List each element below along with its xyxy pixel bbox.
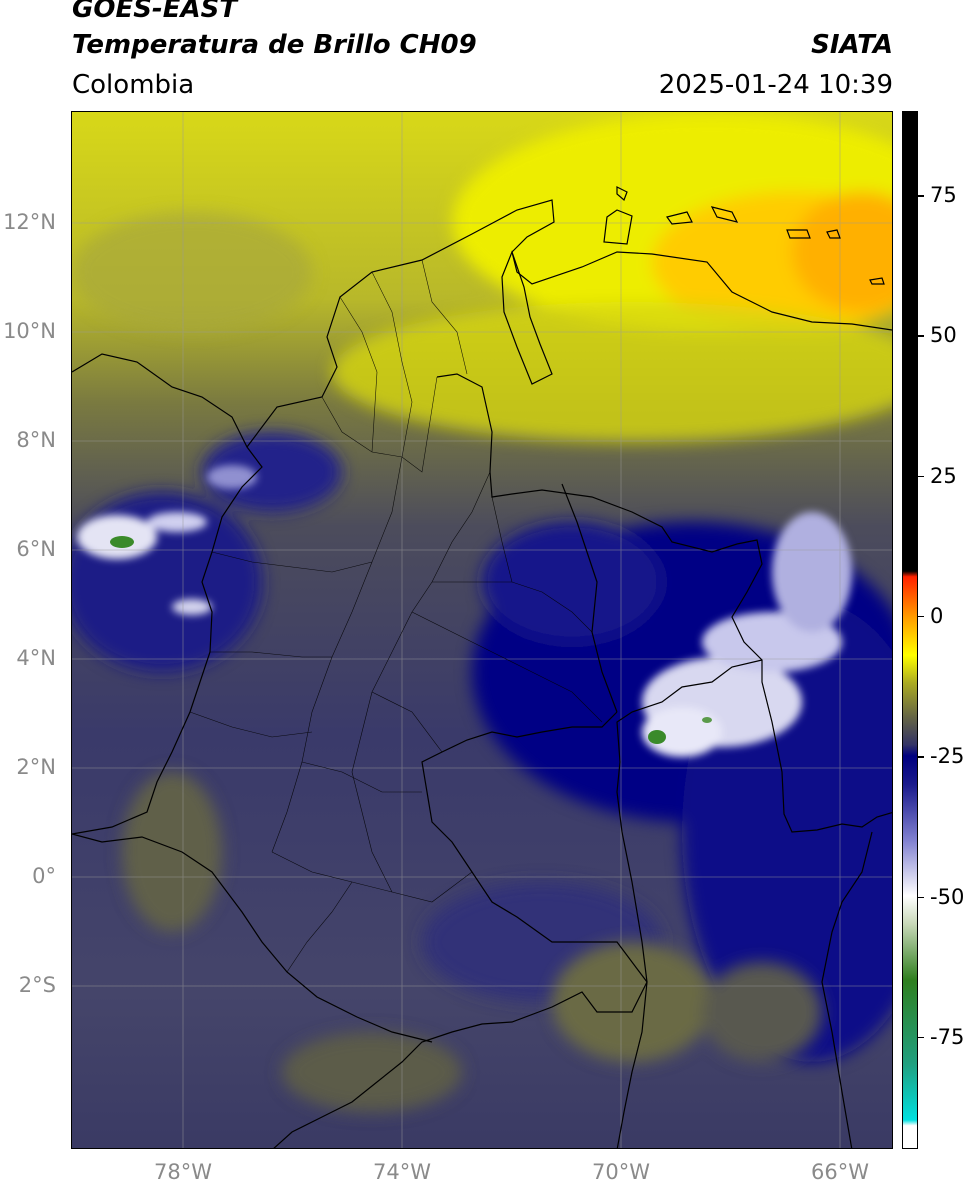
satellite-title: GOES-EAST [72,0,238,24]
colorbar-tick [918,1036,924,1039]
graticule [72,112,892,1148]
region-label: Colombia [72,70,195,100]
warm-dry-zone [72,112,892,442]
colorbar-tick-label: 25 [930,463,957,488]
colorbar-tick [918,615,924,618]
lat-label-8n: 8°N [16,428,56,452]
colorbar-tick [918,195,924,197]
lat-label-10n: 10°N [3,319,56,343]
cold-core-west [110,536,134,548]
islands [616,186,885,285]
colorbar-tick [918,475,924,478]
lat-label-6n: 6°N [16,537,56,561]
country-borders [72,199,892,1148]
colorbar-tick [918,335,924,337]
colorbar-tick-label: 75 [930,183,957,208]
colorbar-tick-label: -25 [930,744,965,769]
lon-label-66w: 66°W [811,1160,869,1184]
department-borders [189,259,603,973]
lon-label-74w: 74°W [373,1160,431,1184]
datetime-label: 2025-01-24 10:39 [658,70,893,100]
satellite-map[interactable] [71,111,893,1149]
product-title: Temperatura de Brillo CH09 [72,30,477,60]
lat-label-0: 0° [32,864,56,888]
colorbar [902,111,918,1149]
lon-label-70w: 70°W [592,1160,650,1184]
colorbar-tick [918,896,924,898]
lon-label-78w: 78°W [154,1160,212,1184]
lat-label-12n: 12°N [3,210,56,234]
colorbar-tick-label: 50 [930,323,957,348]
agency-label: SIATA [811,30,893,60]
lat-label-2s: 2°S [18,973,56,997]
colorbar-tick [918,756,924,758]
cold-core-east-2 [702,717,712,723]
cold-core-east [648,730,666,744]
colorbar-tick-label: -50 [930,884,965,909]
lat-label-4n: 4°N [16,646,56,670]
colorbar-tick-label: 0 [930,603,944,628]
mid-level-patches [122,772,822,1112]
lat-label-2n: 2°N [16,755,56,779]
colorbar-tick-label: -75 [930,1024,965,1049]
map-canvas [72,112,892,1148]
